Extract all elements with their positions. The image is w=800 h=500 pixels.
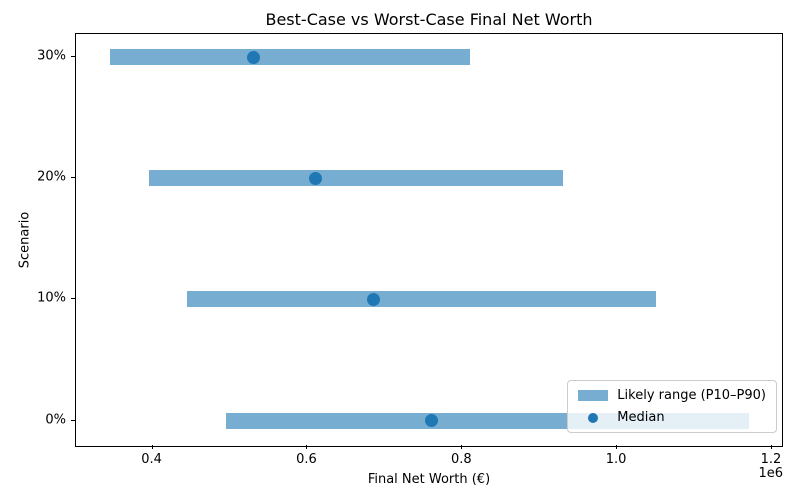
chart-title: Best-Case vs Worst-Case Final Net Worth xyxy=(265,10,593,29)
plot-area: Likely range (P10–P90) Median xyxy=(75,33,783,447)
x-tick-0.4 xyxy=(151,445,153,449)
y-tick-label-0%: 0% xyxy=(45,412,66,428)
x-tick-label-1.0: 1.0 xyxy=(605,452,627,467)
y-tick-0% xyxy=(71,419,75,421)
range-bar-10% xyxy=(187,291,656,308)
y-axis-label: Scenario xyxy=(17,211,33,269)
legend-median-dot-icon xyxy=(578,412,608,423)
legend-item-median: Median xyxy=(578,410,766,425)
x-axis-label: Final Net Worth (€) xyxy=(367,472,491,487)
median-dot-20% xyxy=(308,171,322,185)
y-tick-30% xyxy=(71,56,75,58)
legend-range-swatch-icon xyxy=(578,390,609,401)
y-tick-label-30%: 30% xyxy=(37,48,66,64)
y-tick-label-20%: 20% xyxy=(37,169,66,185)
x-tick-0.8 xyxy=(461,445,463,449)
median-dot-30% xyxy=(246,50,260,64)
x-tick-label-0.8: 0.8 xyxy=(450,452,472,467)
range-bar-30% xyxy=(110,49,470,66)
legend-label: Median xyxy=(617,410,665,425)
y-tick-10% xyxy=(71,298,75,300)
x-tick-label-0.4: 0.4 xyxy=(141,452,162,467)
dot-icon xyxy=(588,412,599,423)
y-tick-20% xyxy=(71,177,75,179)
bar-swatch-icon xyxy=(578,390,609,401)
y-tick-label-10%: 10% xyxy=(37,290,66,306)
legend-label: Likely range (P10–P90) xyxy=(617,388,766,403)
x-tick-label-1.2: 1.2 xyxy=(760,452,782,467)
axis-offset-label: 1e6 xyxy=(758,466,783,481)
x-tick-label-0.6: 0.6 xyxy=(296,452,317,467)
x-tick-1.2 xyxy=(770,445,772,449)
x-tick-0.6 xyxy=(306,445,308,449)
median-dot-0% xyxy=(424,414,438,428)
range-bar-20% xyxy=(148,170,563,187)
x-tick-1.0 xyxy=(616,445,618,449)
legend: Likely range (P10–P90) Median xyxy=(567,380,777,433)
legend-item-likely-range: Likely range (P10–P90) xyxy=(578,388,766,403)
median-dot-10% xyxy=(366,292,380,306)
